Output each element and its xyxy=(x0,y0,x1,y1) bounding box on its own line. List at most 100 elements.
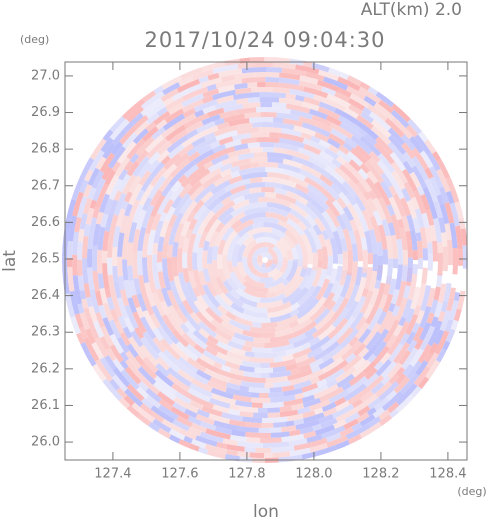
echo-cell xyxy=(92,223,101,246)
echo-cell xyxy=(306,189,330,211)
echo-cell xyxy=(425,359,441,380)
echo-cell xyxy=(89,138,107,160)
echo-cell xyxy=(247,97,260,103)
echo-cell xyxy=(296,356,316,369)
echo-cell xyxy=(357,192,375,218)
echo-cell xyxy=(338,144,350,156)
echo-cell xyxy=(324,199,341,218)
echo-cell xyxy=(185,343,203,359)
echo-cell xyxy=(342,206,355,222)
echo-cell xyxy=(364,367,378,380)
x-tick-label: 127.4 xyxy=(94,467,131,482)
echo-cell xyxy=(188,218,198,231)
echo-cell xyxy=(412,264,418,275)
echo-cell xyxy=(395,366,406,377)
echo-cell xyxy=(309,443,328,453)
echo-cell xyxy=(265,259,274,268)
echo-cell xyxy=(232,309,255,322)
echo-cell xyxy=(181,299,194,315)
echo-cell xyxy=(128,336,147,360)
echo-cell xyxy=(147,269,157,294)
echo-cell xyxy=(278,82,305,92)
echo-cell xyxy=(208,146,236,161)
echo-cell xyxy=(336,155,347,166)
echo-cell xyxy=(238,405,259,413)
echo-cell xyxy=(336,197,347,209)
echo-cell xyxy=(230,170,240,179)
echo-cell xyxy=(237,425,259,433)
echo-cell xyxy=(216,368,244,381)
echo-cell xyxy=(366,407,377,417)
echo-cell xyxy=(298,275,310,291)
echo-cell xyxy=(178,76,194,87)
echo-cell xyxy=(232,195,246,205)
echo-cell xyxy=(157,427,172,439)
echo-cell xyxy=(152,381,177,401)
echo-cell xyxy=(237,122,253,130)
echo-cell xyxy=(412,217,421,234)
echo-cell xyxy=(112,367,131,388)
echo-cell xyxy=(154,369,175,388)
echo-cell xyxy=(189,382,213,398)
echo-cell xyxy=(377,197,393,224)
echo-cell xyxy=(319,150,334,163)
echo-cell xyxy=(213,117,225,126)
echo-cell xyxy=(149,161,165,179)
echo-cell xyxy=(128,280,137,296)
echo-cell xyxy=(228,188,251,201)
echo-cell xyxy=(142,257,148,270)
echo-cell xyxy=(357,226,366,239)
echo-cell xyxy=(286,248,293,260)
echo-cell xyxy=(365,331,382,351)
echo-cell xyxy=(311,318,335,339)
echo-cell xyxy=(242,376,266,383)
echo-cell xyxy=(117,315,128,329)
echo-cell xyxy=(185,295,200,315)
echo-cell xyxy=(163,96,175,107)
echo-cell xyxy=(250,57,265,63)
echo-cell xyxy=(388,373,400,385)
echo-cell xyxy=(185,314,202,332)
echo-cell xyxy=(176,78,201,93)
echo-cell xyxy=(230,346,246,356)
echo-cell xyxy=(259,392,269,399)
echo-cell xyxy=(158,398,174,411)
echo-cell xyxy=(406,339,418,353)
echo-cell xyxy=(429,299,439,314)
echo-cell xyxy=(366,170,379,185)
echo-cell xyxy=(272,62,296,70)
echo-cell xyxy=(339,272,352,298)
echo-cell xyxy=(436,168,451,193)
echo-cell xyxy=(251,232,264,240)
echo-cell xyxy=(152,242,159,255)
echo-cell xyxy=(331,158,343,169)
echo-cell xyxy=(351,243,358,262)
echo-cell xyxy=(141,397,154,410)
echo-cell xyxy=(455,225,463,250)
echo-cell xyxy=(100,213,109,228)
echo-cell xyxy=(385,334,398,349)
echo-cell xyxy=(102,230,110,252)
echo-cell xyxy=(329,268,338,285)
echo-cell xyxy=(379,180,394,199)
echo-cell xyxy=(363,95,377,107)
echo-cell xyxy=(145,388,162,403)
echo-cell xyxy=(205,218,222,242)
echo-cell xyxy=(128,175,142,194)
echo-cell xyxy=(195,310,218,332)
echo-cell xyxy=(217,239,227,255)
echo-cell xyxy=(361,209,374,231)
echo-cell xyxy=(345,422,372,440)
echo-cell xyxy=(322,76,349,91)
echo-cell xyxy=(267,172,291,181)
echo-cell xyxy=(275,323,291,333)
echo-cell xyxy=(242,256,261,283)
echo-cell xyxy=(260,372,270,378)
echo-cell xyxy=(325,368,346,384)
echo-cell xyxy=(446,296,455,312)
echo-cell xyxy=(308,226,322,250)
echo-cell xyxy=(255,72,280,78)
echo-cell xyxy=(357,168,369,181)
echo-cell xyxy=(393,342,411,364)
echo-cell xyxy=(225,382,241,391)
